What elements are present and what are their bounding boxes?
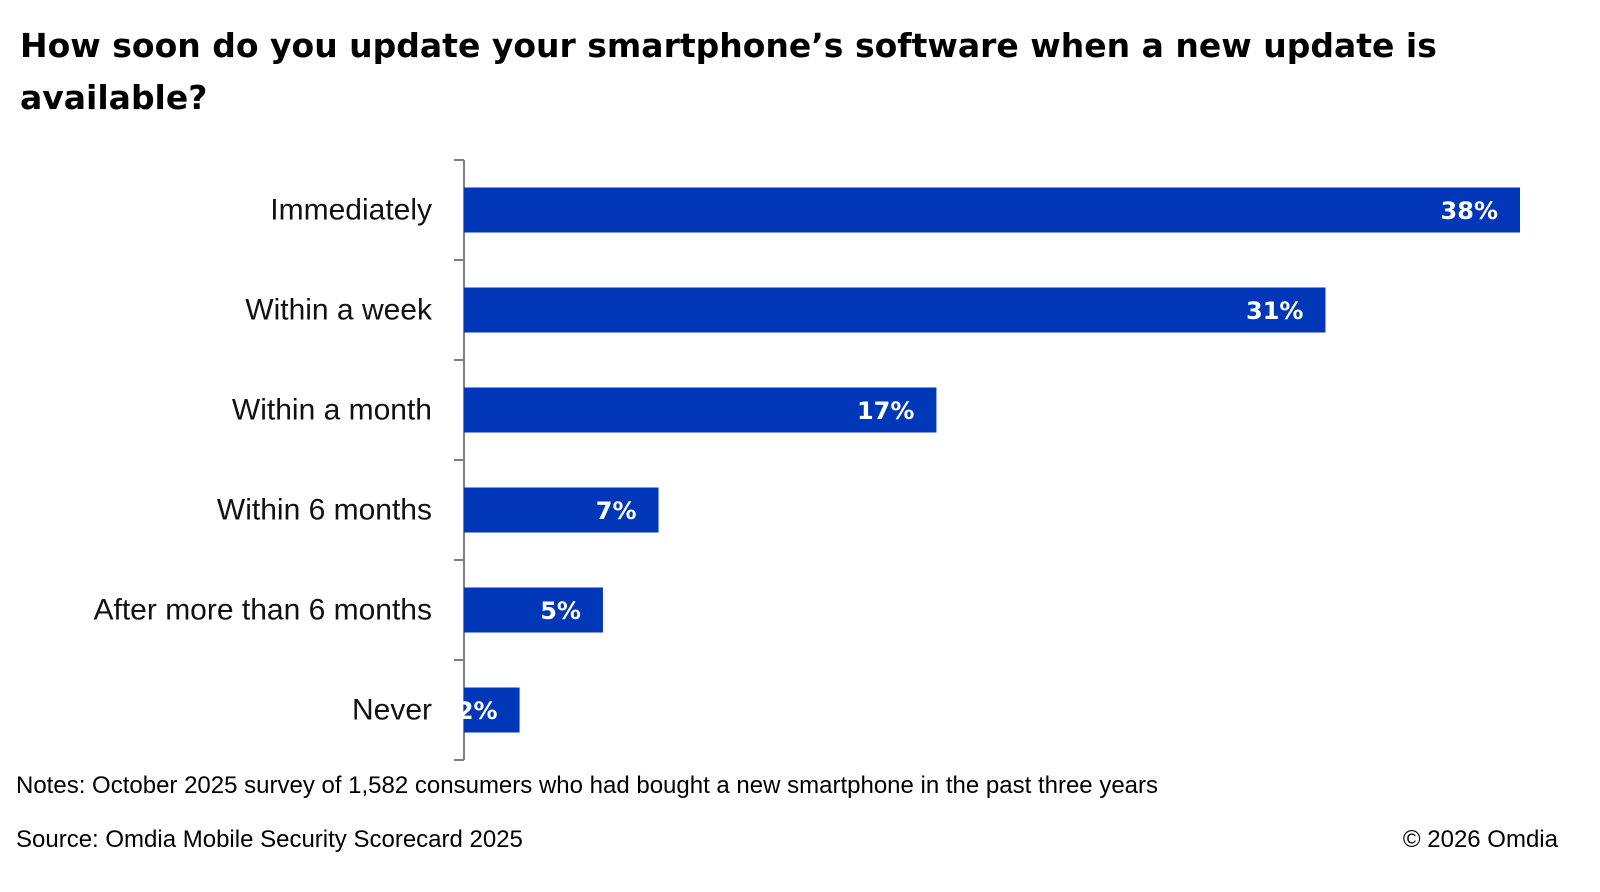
bar [464,287,1326,333]
value-label: 2% [457,697,498,725]
category-labels: Immediately Within a week Within a month Wi… [94,194,433,727]
bars [464,187,1520,733]
category-axis [454,159,465,761]
category-label: After more than 6 months [94,594,433,627]
category-label: Never [352,694,432,727]
value-label: 31% [1246,297,1303,325]
bar [464,487,659,533]
value-label: 17% [857,397,914,425]
value-label: 38% [1441,197,1498,225]
category-label: Within a week [245,294,433,327]
copyright-notice: © 2026 Omdia [1402,826,1558,853]
value-label: 5% [540,597,581,625]
bar [464,387,937,433]
bar [464,687,520,733]
chart-title: How soon do you update your smartphone’s… [20,26,1437,117]
bar [464,587,603,633]
value-labels: 38% 31% 17% 7% 5% 2% [457,197,1498,725]
chart-notes: Notes: October 2025 survey of 1,582 cons… [16,772,1159,799]
bar [464,187,1520,233]
category-label: Within a month [232,394,432,427]
category-label: Immediately [270,194,432,227]
category-label: Within 6 months [217,494,432,527]
value-label: 7% [596,497,637,525]
chart-source: Source: Omdia Mobile Security Scorecard … [16,826,523,853]
